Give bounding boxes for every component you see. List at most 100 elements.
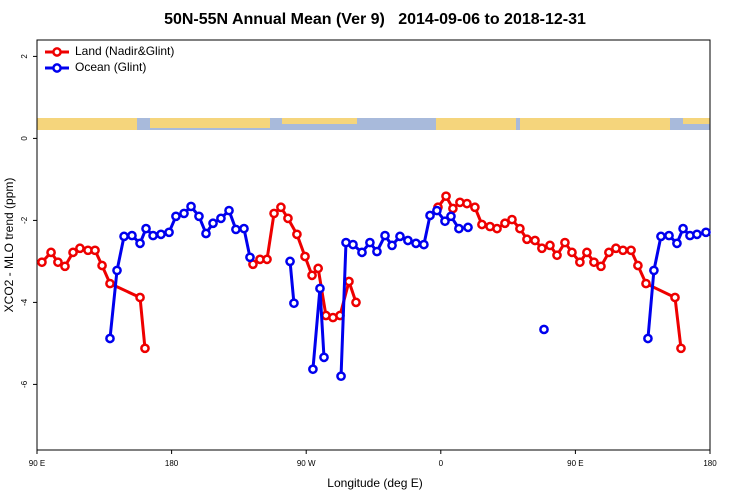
data-point <box>245 252 255 263</box>
data-point <box>626 245 636 256</box>
data-point <box>522 234 532 245</box>
data-point <box>411 238 421 249</box>
data-point <box>419 239 429 250</box>
data-point <box>37 257 47 268</box>
data-point <box>618 245 628 256</box>
x-tick-label: 0 <box>439 459 444 468</box>
data-point <box>440 216 450 227</box>
data-point <box>670 292 680 303</box>
data-point <box>641 278 651 289</box>
chart-title: 50N-55N Annual Mean (Ver 9) 2014-09-06 t… <box>164 11 586 28</box>
data-point <box>589 257 599 268</box>
strip-land <box>520 118 670 130</box>
data-point <box>336 371 346 382</box>
data-point <box>545 240 555 251</box>
data-point <box>357 247 367 258</box>
data-point <box>60 261 70 272</box>
data-point <box>432 205 442 216</box>
y-tick-label: -4 <box>20 298 29 306</box>
data-point <box>216 213 226 224</box>
data-point <box>507 214 517 225</box>
data-point <box>441 191 451 202</box>
series-line <box>108 204 707 377</box>
data-point <box>97 260 107 271</box>
data-point <box>105 278 115 289</box>
series-line <box>40 193 683 349</box>
plot-frame <box>36 39 711 451</box>
data-point <box>315 283 325 294</box>
land-ocean-strip <box>37 118 710 130</box>
data-point <box>208 218 218 229</box>
data-point <box>692 229 702 240</box>
data-point <box>403 235 413 246</box>
data-point <box>201 228 211 239</box>
strip-land <box>37 118 137 130</box>
data-point <box>308 364 318 375</box>
data-point <box>135 292 145 303</box>
data-point <box>179 208 189 219</box>
data-point <box>477 219 487 230</box>
data-point <box>171 211 181 222</box>
data-point <box>319 352 329 363</box>
data-point <box>344 276 354 287</box>
data-point <box>148 230 158 241</box>
data-point <box>448 203 458 214</box>
x-axis-label: Longitude (deg E) <box>327 476 422 490</box>
data-point <box>224 205 234 216</box>
data-point <box>231 224 241 235</box>
data-point <box>672 238 682 249</box>
data-point <box>492 223 502 234</box>
data-point <box>470 202 480 213</box>
data-point <box>454 223 464 234</box>
data-point <box>119 231 129 242</box>
data-point <box>112 265 122 276</box>
data-point <box>664 230 674 241</box>
data-point <box>575 257 585 268</box>
data-point <box>463 222 473 233</box>
data-point <box>560 237 570 248</box>
data-point <box>649 265 659 276</box>
data-point <box>676 343 686 354</box>
data-point <box>156 229 166 240</box>
data-point <box>289 298 299 309</box>
strip-land <box>150 118 270 128</box>
data-point <box>395 231 405 242</box>
data-point <box>537 243 547 254</box>
y-tick-label: 0 <box>20 136 29 141</box>
legend-label: Land (Nadir&Glint) <box>75 44 174 58</box>
x-tick-label: 90 E <box>29 459 45 468</box>
x-tick-label: 180 <box>165 459 179 468</box>
data-point <box>701 227 711 238</box>
data-point <box>262 254 272 265</box>
data-point <box>313 263 324 274</box>
data-point <box>462 198 472 209</box>
strip-land <box>282 118 357 124</box>
data-point <box>351 297 361 308</box>
data-point <box>46 247 56 258</box>
y-axis-label: XCO2 - MLO trend (ppm) <box>2 178 16 313</box>
data-point <box>372 246 382 257</box>
data-point <box>552 250 562 261</box>
data-point <box>90 245 100 256</box>
legend-marker <box>52 63 62 73</box>
data-point <box>307 270 317 281</box>
data-point <box>582 247 592 258</box>
data-point <box>604 247 614 258</box>
data-point <box>269 208 279 219</box>
data-point <box>678 223 688 234</box>
x-tick-label: 90 E <box>567 459 583 468</box>
data-point <box>186 201 196 212</box>
data-point <box>380 230 390 241</box>
y-tick-label: -6 <box>20 380 29 388</box>
data-point <box>285 256 295 267</box>
data-point <box>239 223 249 234</box>
x-tick-label: 90 W <box>297 459 316 468</box>
strip-land <box>683 118 710 124</box>
data-point <box>75 243 85 254</box>
data-point <box>276 202 286 213</box>
data-point <box>515 223 525 234</box>
data-point <box>140 343 150 354</box>
data-point <box>500 218 510 229</box>
